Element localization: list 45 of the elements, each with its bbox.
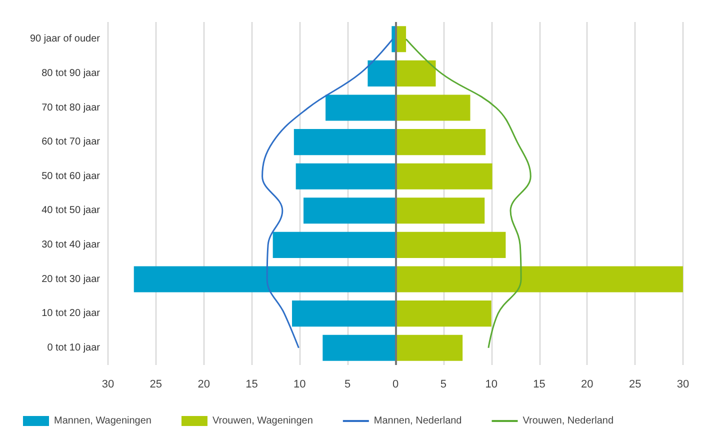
bar bbox=[396, 60, 436, 86]
bar bbox=[368, 60, 396, 86]
bar bbox=[292, 300, 396, 327]
x-tick-label: 30 bbox=[676, 378, 690, 390]
y-tick-label: 60 tot 70 jaar bbox=[42, 136, 101, 148]
bar bbox=[396, 232, 506, 258]
legend-label: Vrouwen, Wageningen bbox=[212, 416, 313, 426]
legend-label: Vrouwen, Nederland bbox=[522, 416, 614, 426]
bar bbox=[322, 334, 396, 361]
bar bbox=[296, 163, 396, 190]
y-tick-label: 40 tot 50 jaar bbox=[42, 205, 101, 216]
legend-label: Mannen, Nederland bbox=[374, 416, 462, 426]
x-tick-label: 30 bbox=[102, 378, 114, 390]
x-tick-label: 5 bbox=[344, 378, 351, 390]
y-tick-label: 70 tot 80 jaar bbox=[42, 102, 101, 114]
bar bbox=[272, 232, 396, 258]
bar bbox=[326, 94, 396, 121]
x-tick-label: 10 bbox=[485, 378, 498, 390]
x-tick-label: 25 bbox=[150, 378, 162, 390]
x-tick-label: 20 bbox=[198, 378, 210, 390]
bar bbox=[396, 163, 492, 190]
bar bbox=[396, 198, 485, 224]
x-tick-label: 0 bbox=[392, 378, 399, 390]
y-tick-label: 80 tot 90 jaar bbox=[42, 68, 101, 79]
bar bbox=[396, 94, 470, 121]
bar bbox=[396, 334, 463, 361]
y-tick-label: 30 tot 40 jaar bbox=[42, 239, 101, 250]
bar bbox=[396, 300, 492, 327]
legend-label: Mannen, Wageningen bbox=[54, 416, 152, 426]
y-tick-label: 10 tot 20 jaar bbox=[42, 308, 101, 320]
x-tick-label: 20 bbox=[581, 378, 594, 390]
x-tick-label: 15 bbox=[533, 378, 546, 390]
x-tick-label: 15 bbox=[246, 378, 258, 390]
bar bbox=[294, 129, 396, 156]
bar bbox=[134, 266, 396, 292]
x-tick-label: 10 bbox=[294, 378, 306, 390]
bar bbox=[396, 129, 486, 156]
y-tick-label: 0 tot 10 jaar bbox=[47, 342, 101, 354]
x-tick-label: 25 bbox=[628, 378, 642, 390]
bar bbox=[396, 266, 683, 292]
bar bbox=[304, 198, 396, 224]
y-tick-label: 90 jaar of ouder bbox=[30, 34, 101, 45]
y-tick-label: 50 tot 60 jaar bbox=[42, 170, 101, 182]
y-tick-label: 20 tot 30 jaar bbox=[42, 274, 101, 285]
x-tick-label: 5 bbox=[440, 378, 446, 390]
